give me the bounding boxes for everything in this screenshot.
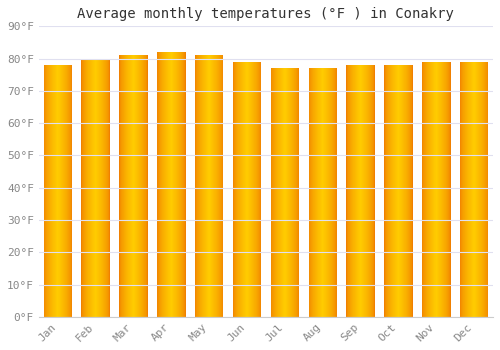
Bar <box>384 65 412 317</box>
Bar <box>157 52 186 317</box>
Bar <box>195 55 224 317</box>
Bar <box>119 55 148 317</box>
Bar <box>308 68 337 317</box>
Bar <box>346 65 375 317</box>
Title: Average monthly temperatures (°F ) in Conakry: Average monthly temperatures (°F ) in Co… <box>78 7 454 21</box>
Bar <box>270 68 299 317</box>
Bar <box>82 58 110 317</box>
Bar <box>422 62 450 317</box>
Bar <box>233 62 261 317</box>
Bar <box>460 62 488 317</box>
Bar <box>44 65 72 317</box>
